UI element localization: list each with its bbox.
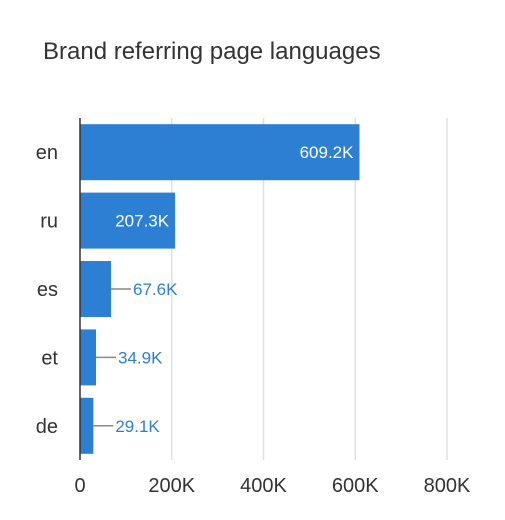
bar-es (80, 261, 112, 317)
data-label-en: 609.2K (300, 143, 355, 162)
data-label-et: 34.9K (118, 348, 163, 367)
bar-ru (80, 192, 176, 249)
x-tick-label: 600K (332, 475, 379, 497)
chart-title: Brand referring page languages (43, 38, 381, 65)
category-label: en (36, 142, 58, 164)
x-tick-label: 400K (240, 475, 287, 497)
bar-et (80, 329, 97, 386)
labels: 0 200K 400K 600K 800K en 609.2K ru 207.3K es 67.6K… (36, 142, 471, 497)
bars (80, 124, 360, 454)
category-label: de (36, 416, 58, 438)
data-label-es: 67.6K (133, 280, 178, 299)
data-label-de: 29.1K (115, 417, 160, 436)
category-label: es (37, 279, 58, 301)
x-tick-label: 800K (424, 475, 471, 497)
data-label-ru: 207.3K (115, 212, 170, 231)
bar-de (80, 397, 94, 454)
x-tick-label: 200K (148, 475, 195, 497)
category-label: ru (40, 211, 58, 233)
category-label: et (41, 347, 58, 369)
x-tick-label: 0 (74, 475, 85, 497)
bar-en (80, 124, 360, 181)
